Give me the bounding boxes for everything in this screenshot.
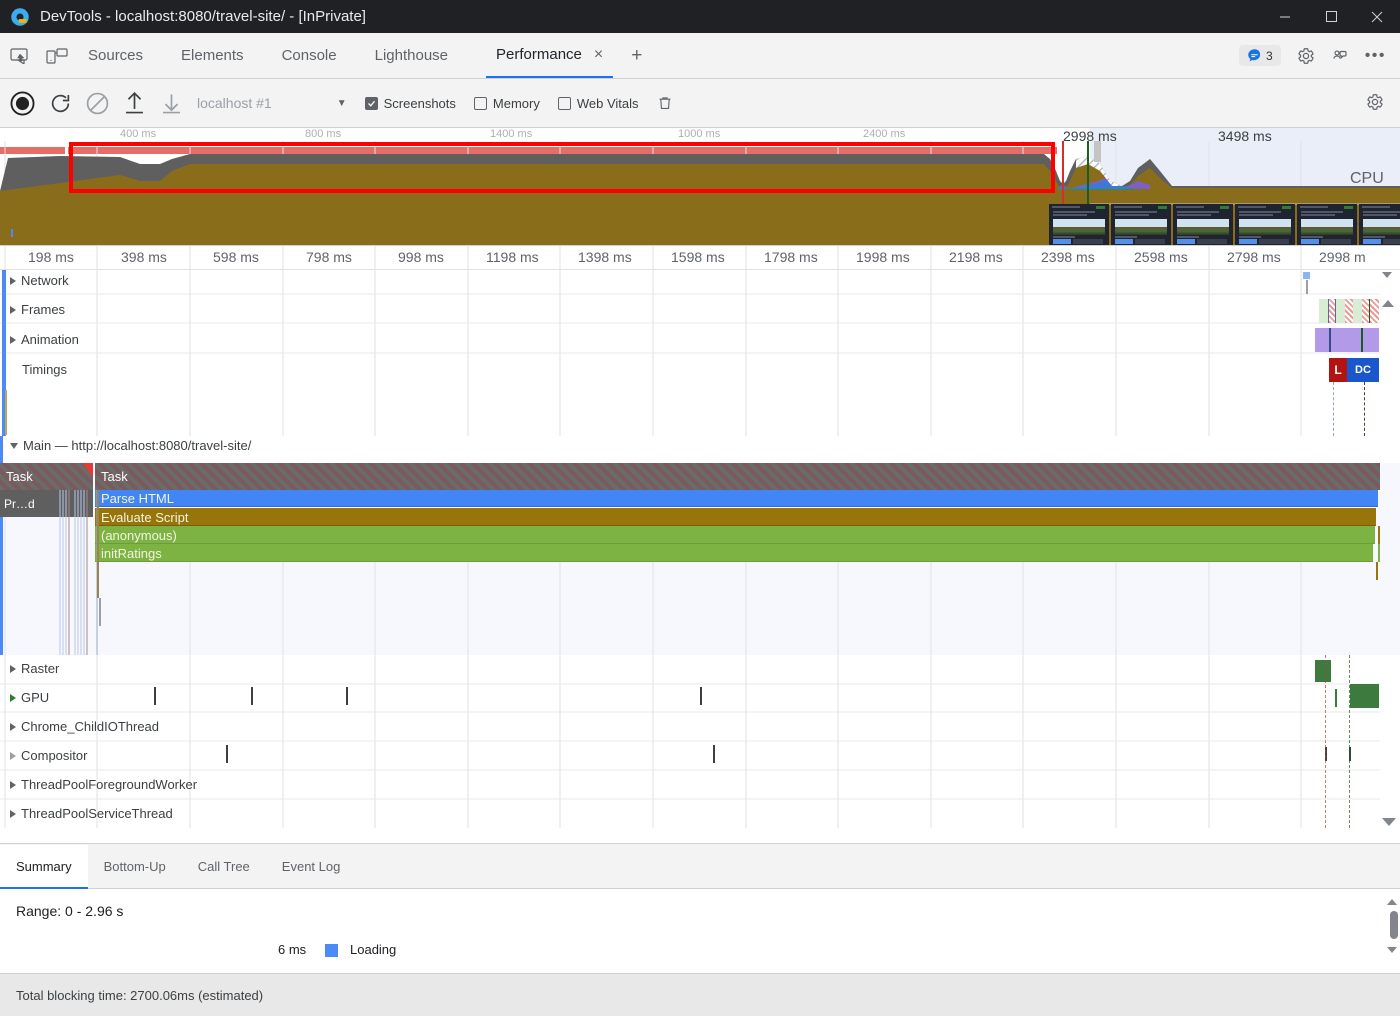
svg-text:CPU: CPU <box>1350 170 1384 187</box>
